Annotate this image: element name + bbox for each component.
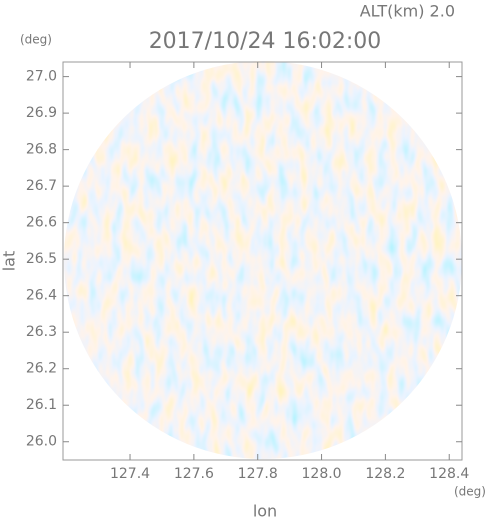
altitude-label: ALT(km) 2.0 (360, 2, 455, 21)
x-tick-label: 128.0 (302, 466, 342, 482)
x-tick-label: 128.2 (365, 466, 405, 482)
x-tick-label: 127.4 (110, 466, 150, 482)
y-axis-label: lat (0, 251, 19, 272)
y-tick-label: 26.1 (26, 397, 57, 413)
y-tick-label: 27.0 (26, 69, 57, 85)
y-tick-label: 26.7 (26, 178, 57, 194)
reflectivity-texture (64, 61, 462, 459)
x-unit: (deg) (454, 485, 486, 499)
x-tick-label: 128.4 (429, 466, 469, 482)
y-tick-label: 26.8 (26, 142, 57, 158)
y-tick-label: 26.9 (26, 105, 57, 121)
y-tick-label: 26.2 (26, 361, 57, 377)
plot-frame (62, 61, 463, 461)
x-axis-label: lon (253, 502, 277, 521)
y-tick-label: 26.5 (26, 251, 57, 267)
y-tick-label: 26.6 (26, 215, 57, 231)
chart-title: 2017/10/24 16:02:00 (149, 29, 382, 54)
x-tick-label: 127.8 (238, 466, 278, 482)
y-tick-label: 26.3 (26, 324, 57, 340)
y-unit: (deg) (20, 33, 52, 47)
radar-field (64, 61, 462, 459)
y-tick-label: 26.4 (26, 288, 57, 304)
x-tick-label: 127.6 (174, 466, 214, 482)
y-tick-label: 26.0 (26, 434, 57, 450)
